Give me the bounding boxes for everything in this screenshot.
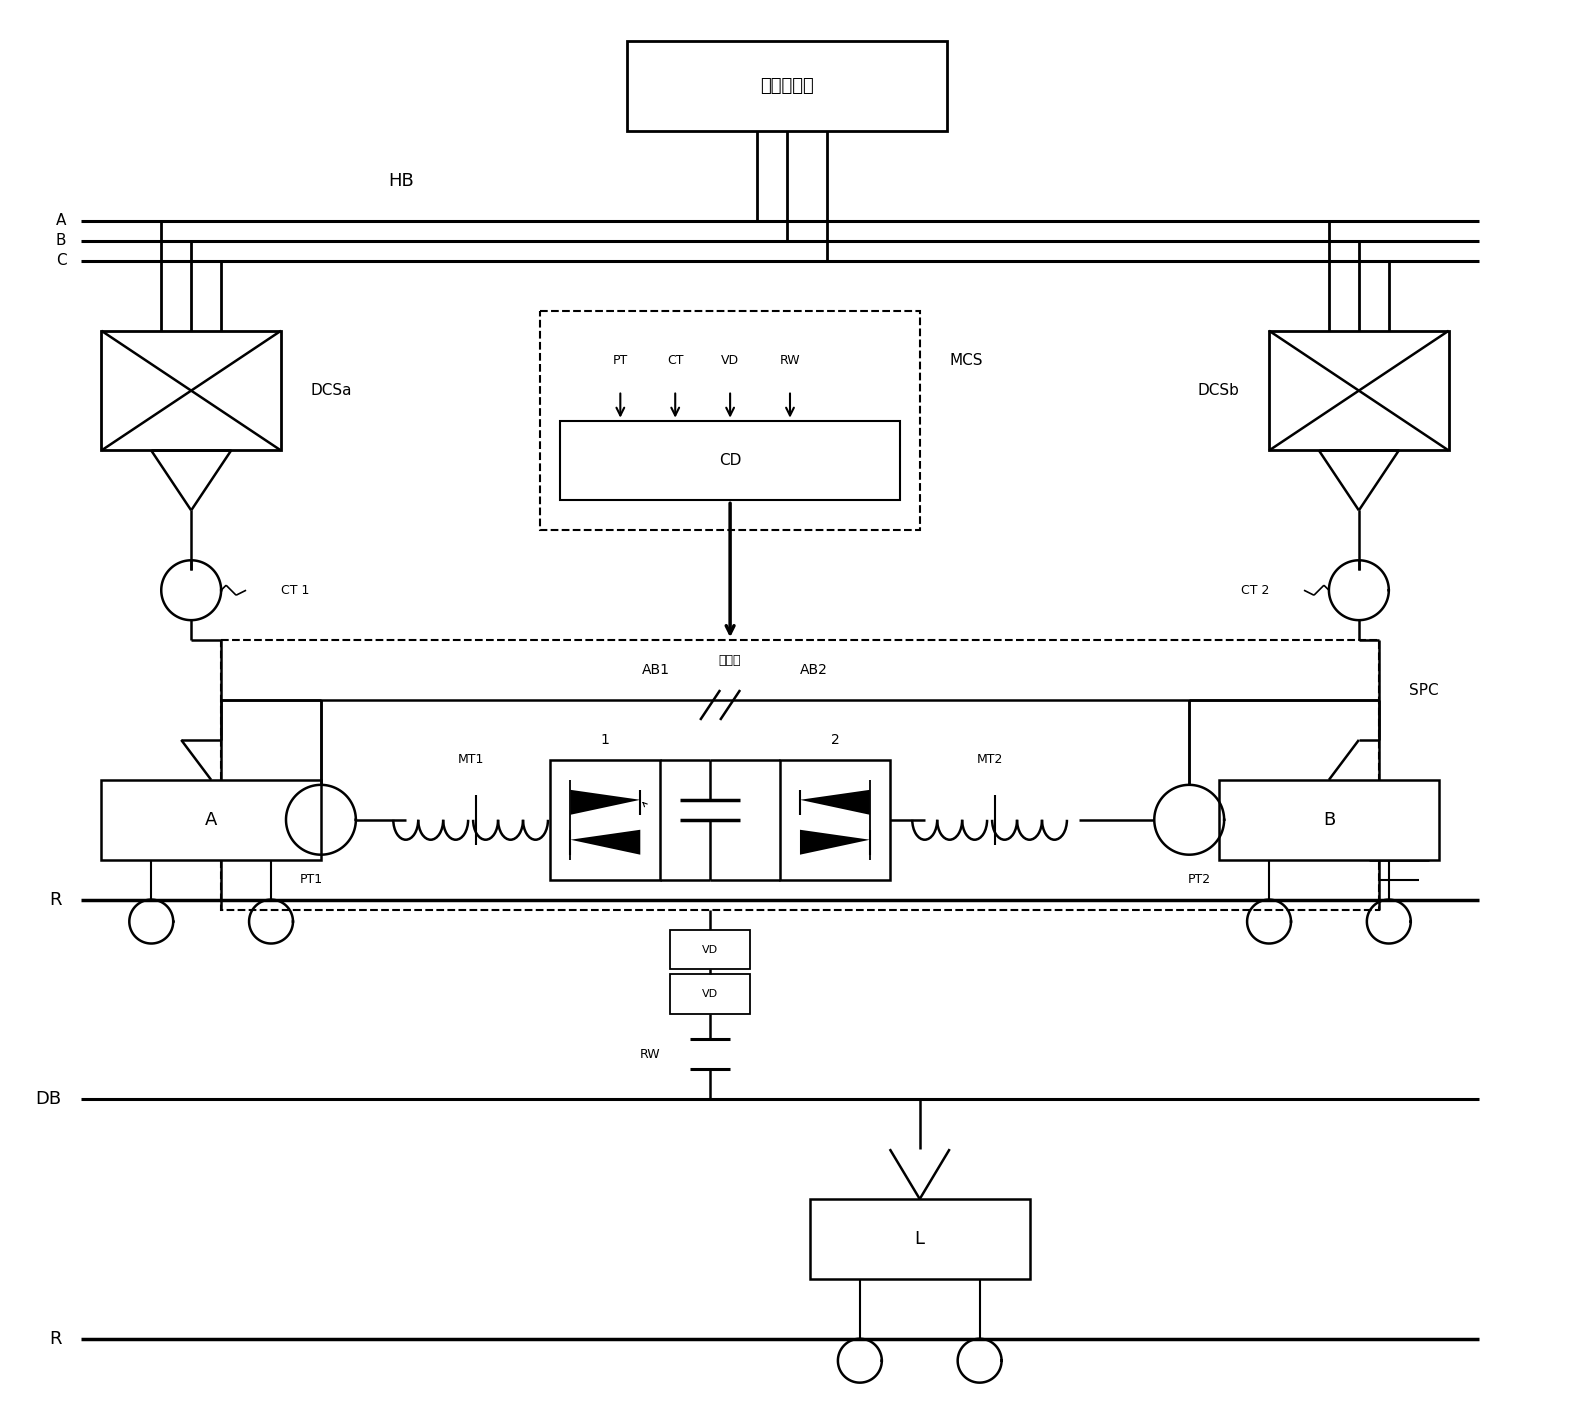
Text: VD: VD: [702, 989, 718, 999]
Bar: [560, 421, 900, 501]
Text: B: B: [1322, 811, 1335, 829]
Polygon shape: [570, 790, 641, 815]
Text: MT1: MT1: [458, 753, 483, 766]
Text: VD: VD: [721, 354, 740, 368]
Text: VD: VD: [702, 944, 718, 954]
Text: MCS: MCS: [949, 354, 984, 368]
Text: RW: RW: [779, 354, 800, 368]
Text: DB: DB: [35, 1090, 61, 1108]
Text: C: C: [55, 254, 66, 268]
Bar: [101, 331, 282, 450]
Text: CD: CD: [719, 453, 741, 469]
Text: 1: 1: [601, 732, 609, 746]
Text: RW: RW: [639, 1048, 660, 1061]
Text: AB2: AB2: [800, 664, 828, 678]
Text: A: A: [205, 811, 217, 829]
Text: SPC: SPC: [1409, 682, 1439, 697]
Text: PT1: PT1: [299, 873, 323, 887]
Text: DCSa: DCSa: [312, 383, 353, 398]
Text: DCSb: DCSb: [1198, 383, 1239, 398]
Text: AB1: AB1: [642, 664, 671, 678]
Text: CT: CT: [667, 354, 683, 368]
Text: L: L: [914, 1230, 926, 1247]
Bar: [628, 41, 946, 130]
Bar: [811, 1200, 1029, 1280]
Text: HB: HB: [387, 173, 414, 189]
Text: 电网变电站: 电网变电站: [760, 77, 814, 95]
Bar: [220, 640, 1379, 909]
Bar: [551, 760, 660, 880]
Polygon shape: [800, 790, 870, 815]
Text: B: B: [57, 233, 66, 248]
Text: PT: PT: [612, 354, 628, 368]
Text: MT2: MT2: [976, 753, 1003, 766]
Text: CT 2: CT 2: [1240, 584, 1269, 596]
Bar: [1220, 780, 1439, 860]
Bar: [671, 975, 751, 1014]
Text: 2: 2: [831, 732, 839, 746]
Bar: [671, 930, 751, 969]
Text: R: R: [49, 1330, 61, 1348]
Polygon shape: [570, 829, 641, 854]
Polygon shape: [800, 829, 870, 854]
Bar: [781, 760, 889, 880]
Text: A: A: [57, 213, 66, 229]
Bar: [1269, 331, 1448, 450]
Text: PT2: PT2: [1188, 873, 1210, 887]
Bar: [540, 311, 919, 530]
Text: CT 1: CT 1: [282, 584, 310, 596]
Bar: [101, 780, 321, 860]
Text: 分区所: 分区所: [719, 654, 741, 666]
Text: R: R: [49, 891, 61, 909]
